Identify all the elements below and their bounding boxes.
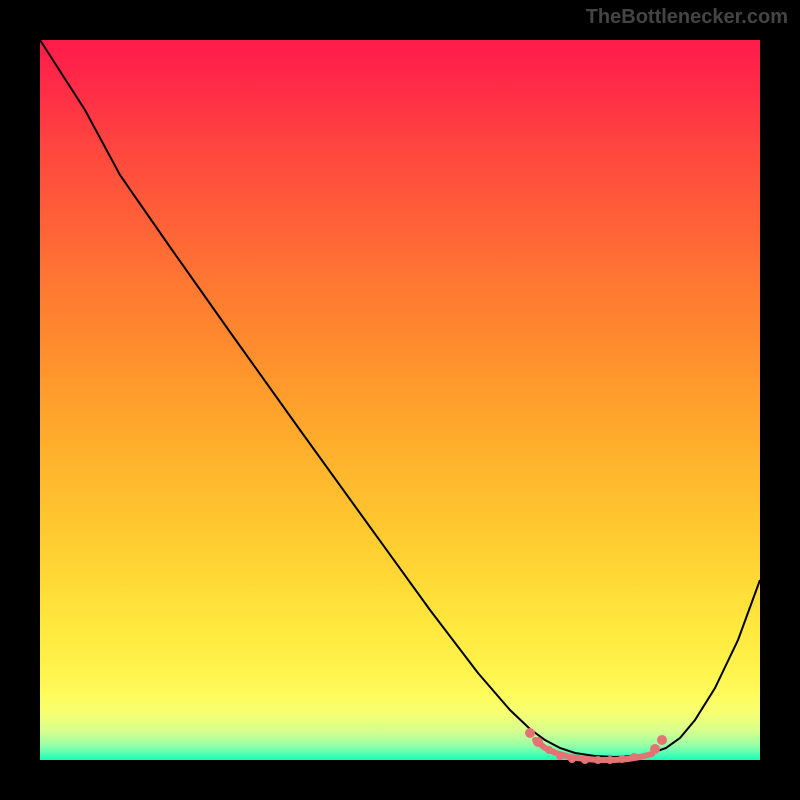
bottleneck-chart [0, 0, 800, 800]
plot-area-gradient [40, 40, 760, 760]
optimal-marker [650, 744, 660, 754]
optimal-marker [525, 728, 535, 738]
chart-container: TheBottlenecker.com [0, 0, 800, 800]
optimal-marker [657, 735, 667, 745]
optimal-marker [581, 756, 589, 764]
optimal-marker [556, 752, 564, 760]
optimal-marker [568, 755, 576, 763]
optimal-marker [606, 756, 614, 764]
optimal-marker [533, 737, 543, 747]
optimal-marker [594, 756, 602, 764]
optimal-marker [618, 755, 626, 763]
optimal-marker [630, 753, 638, 761]
optimal-marker [545, 746, 553, 754]
watermark-text: TheBottlenecker.com [586, 6, 788, 29]
